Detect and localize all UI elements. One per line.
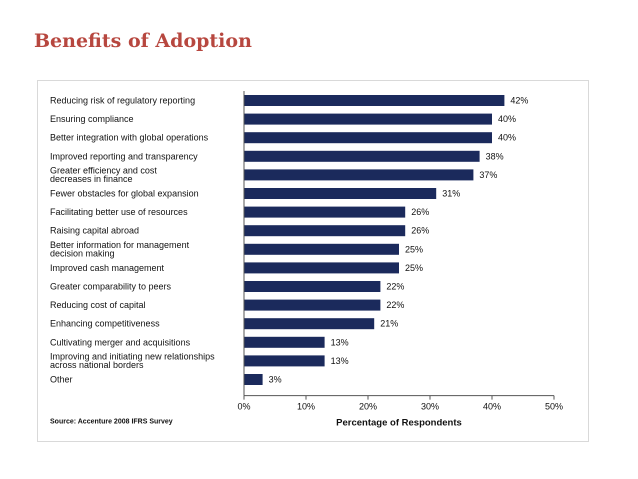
- value-label: 38%: [486, 151, 504, 161]
- bar: [244, 299, 381, 311]
- value-label: 21%: [380, 319, 398, 329]
- bar: [244, 132, 492, 144]
- value-label: 25%: [405, 244, 423, 254]
- bar: [244, 318, 375, 330]
- value-label: 25%: [405, 263, 423, 273]
- chart-container: Reducing risk of regulatory reporting Ens…: [37, 80, 589, 442]
- category-label: Better information for management decisio…: [50, 240, 190, 258]
- bar: [244, 150, 480, 162]
- category-label: Better integration with global operation…: [50, 133, 209, 143]
- category-label: Greater efficiency and cost decreases in …: [50, 165, 157, 184]
- source-note: Source: Accenture 2008 IFRS Survey: [50, 419, 173, 426]
- x-tick-label: 10%: [297, 402, 315, 412]
- value-label: 13%: [331, 337, 349, 347]
- bar: [244, 262, 399, 274]
- category-label: Other: [50, 375, 73, 385]
- category-label: Raising capital abroad: [50, 226, 139, 236]
- bar: [244, 355, 325, 367]
- value-label: 22%: [386, 282, 404, 292]
- value-label: 31%: [442, 189, 460, 199]
- category-label: Cultivating merger and acquisitions: [50, 337, 191, 347]
- value-label: 40%: [498, 114, 516, 124]
- category-label: Ensuring compliance: [50, 114, 134, 124]
- bars-group: [244, 95, 505, 385]
- value-label: 22%: [386, 300, 404, 310]
- value-label: 40%: [498, 133, 516, 143]
- category-label: Enhancing competitiveness: [50, 319, 160, 329]
- category-label: Facilitating better use of resources: [50, 207, 188, 217]
- x-tick-label: 40%: [483, 402, 501, 412]
- slide-title: Benefits of Adoption: [34, 30, 252, 52]
- value-label: 13%: [331, 356, 349, 366]
- category-labels-group: Reducing risk of regulatory reporting Ens…: [50, 96, 215, 385]
- bar: [244, 113, 492, 125]
- x-axis: 0% 10% 20% 30% 40% 50%: [237, 91, 563, 412]
- category-label: Reducing cost of capital: [50, 300, 146, 310]
- bar: [244, 336, 325, 348]
- bar: [244, 374, 263, 385]
- category-label: Greater comparability to peers: [50, 282, 172, 292]
- bar-chart: Reducing risk of regulatory reporting Ens…: [50, 91, 563, 429]
- category-label: Improving and initiating new relationshi…: [50, 351, 215, 370]
- value-label: 26%: [411, 207, 429, 217]
- x-tick-label: 50%: [545, 402, 563, 412]
- value-labels-group: 42%40%40%38%37%31%26%26%25%25%22%22%21%1…: [269, 96, 529, 385]
- category-label: Improved cash management: [50, 263, 165, 273]
- value-label: 42%: [510, 96, 528, 106]
- bar: [244, 243, 399, 255]
- bar: [244, 169, 474, 181]
- category-label: Improved reporting and transparency: [50, 151, 198, 161]
- x-axis-title: Percentage of Respondents: [336, 418, 462, 429]
- bar: [244, 225, 406, 237]
- x-tick-label: 20%: [359, 402, 377, 412]
- value-label: 26%: [411, 226, 429, 236]
- category-label: Reducing risk of regulatory reporting: [50, 96, 195, 106]
- value-label: 37%: [479, 170, 497, 180]
- x-tick-label: 0%: [237, 402, 250, 412]
- value-label: 3%: [269, 375, 282, 385]
- bar: [244, 95, 505, 106]
- bar: [244, 188, 437, 199]
- category-label: Fewer obstacles for global expansion: [50, 189, 199, 199]
- x-tick-label: 30%: [421, 402, 439, 412]
- bar: [244, 281, 381, 292]
- bar: [244, 206, 406, 218]
